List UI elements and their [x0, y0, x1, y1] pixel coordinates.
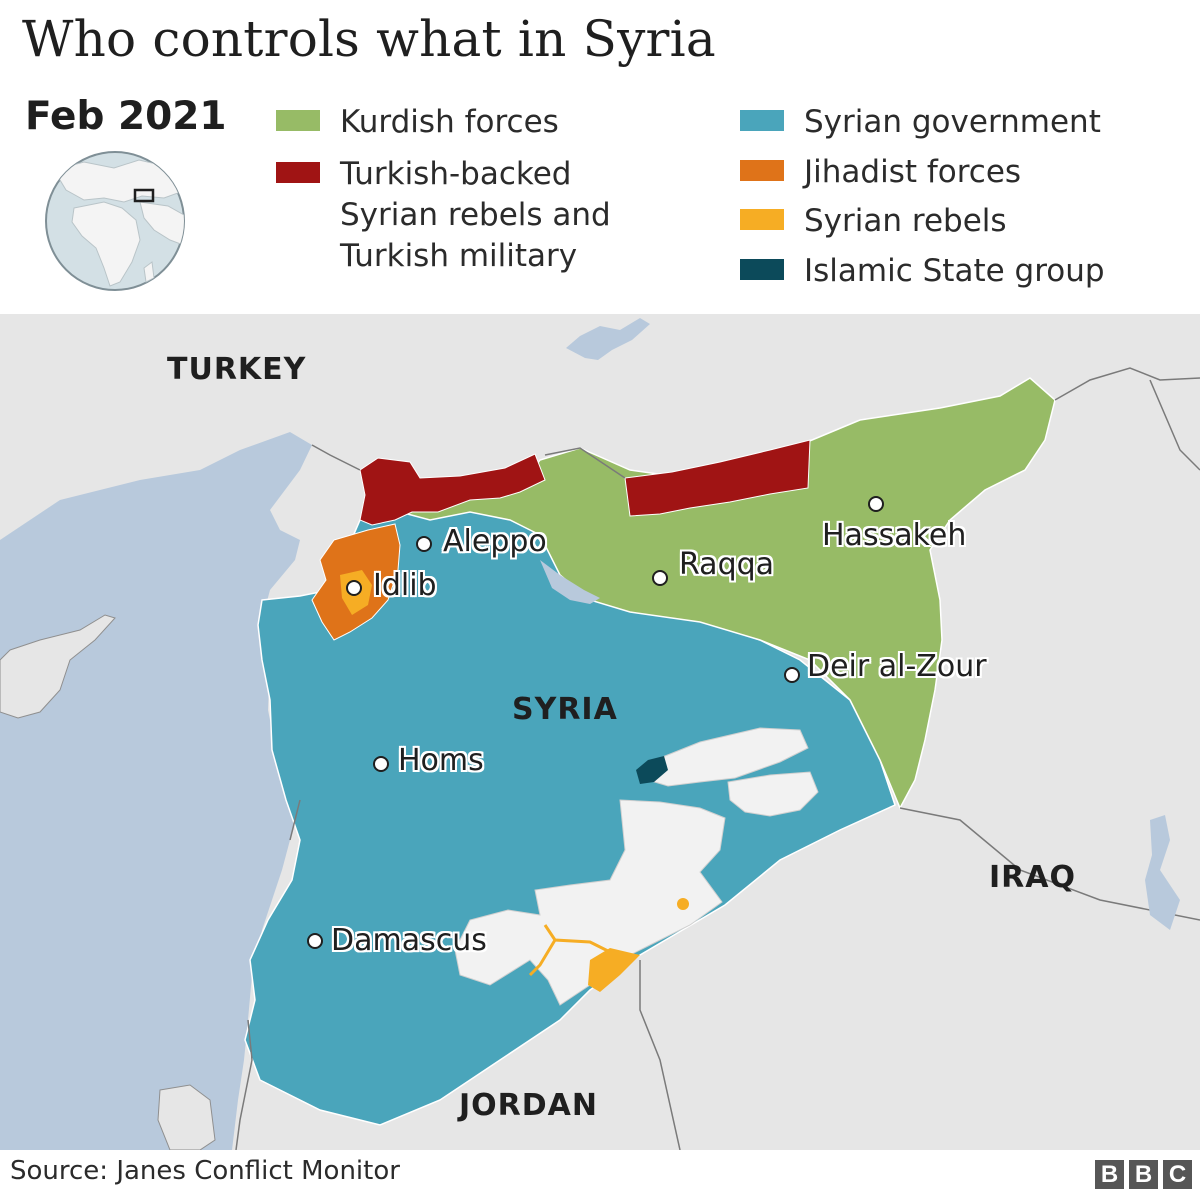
legend-label: Syrian government — [804, 104, 1101, 140]
legend-label: Syrian rebels — [804, 203, 1007, 239]
country-label-turkey: TURKEY — [167, 352, 307, 387]
bbc-logo-letter: B — [1129, 1160, 1158, 1189]
city-marker-hassakeh — [868, 496, 884, 512]
city-label-homs: Homs — [398, 743, 484, 778]
legend-item-islamic-state: Islamic State group — [740, 251, 1105, 292]
date-label: Feb 2021 — [25, 94, 227, 139]
legend-swatch — [740, 209, 784, 230]
city-marker-aleppo — [416, 536, 432, 552]
city-label-damascus: Damascus — [331, 923, 487, 958]
euphrates-lake — [566, 318, 650, 360]
legend-swatch — [276, 162, 320, 183]
lake-assad — [540, 560, 600, 604]
turkish-backed-east-area — [624, 439, 811, 517]
unassigned-area-south — [454, 799, 726, 1006]
bbc-logo-letter: C — [1163, 1160, 1192, 1189]
legend-swatch — [740, 259, 784, 280]
islamic-state-area — [636, 756, 668, 784]
unassigned-area-east — [727, 771, 819, 817]
legend-label: Islamic State group — [804, 253, 1105, 289]
city-label-idlib: Idlib — [373, 568, 437, 603]
legend-item-jihadist: Jihadist forces — [740, 152, 1021, 193]
city-marker-homs — [373, 756, 389, 772]
country-label-syria: SYRIA — [512, 692, 618, 727]
legend-item-syrian-rebels: Syrian rebels — [740, 201, 1007, 242]
legend-label: Turkish-backed Syrian rebels and Turkish… — [340, 156, 611, 274]
eastern-lakes — [1145, 815, 1180, 930]
cyprus — [0, 614, 116, 719]
legend-label: Kurdish forces — [340, 104, 559, 140]
legend-swatch — [740, 110, 784, 131]
city-marker-damascus — [307, 933, 323, 949]
unassigned-area-central — [647, 727, 809, 787]
kurdish-forces-area — [397, 377, 1056, 810]
map-title: Who controls what in Syria — [22, 10, 716, 68]
city-label-aleppo: Aleppo — [443, 524, 547, 559]
city-label-raqqa: Raqqa — [679, 547, 775, 582]
bbc-logo-letter: B — [1095, 1160, 1124, 1189]
legend-swatch — [740, 160, 784, 181]
turkish-backed-west-area — [359, 453, 546, 526]
source-note: Source: Janes Conflict Monitor — [10, 1156, 400, 1186]
locator-globe-icon — [45, 151, 185, 291]
legend-swatch — [276, 110, 320, 131]
syria-control-map — [0, 314, 1200, 1150]
legend-item-government: Syrian government — [740, 102, 1101, 143]
country-label-jordan: JORDAN — [459, 1088, 598, 1123]
legend-label: Jihadist forces — [804, 154, 1022, 190]
city-label-deir-al-zour: Deir al-Zour — [807, 649, 987, 684]
lebanon-israel-coast — [157, 1084, 216, 1150]
legend-item-kurdish: Kurdish forces — [276, 102, 559, 143]
locator-box — [133, 188, 155, 203]
legend-item-turkish-backed: Turkish-backed Syrian rebels and Turkish… — [276, 154, 611, 277]
border-lines — [235, 367, 1200, 1150]
mediterranean-sea — [0, 432, 312, 1150]
city-marker-raqqa — [652, 570, 668, 586]
city-marker-idlib — [346, 580, 362, 596]
city-label-hassakeh: Hassakeh — [822, 518, 967, 553]
syrian-rebels-roads — [528, 924, 611, 977]
country-label-iraq: IRAQ — [989, 860, 1076, 895]
syrian-rebels-al-tanf — [588, 948, 640, 992]
city-marker-deir-al-zour — [784, 667, 800, 683]
syrian-rebels-spot — [677, 898, 689, 910]
